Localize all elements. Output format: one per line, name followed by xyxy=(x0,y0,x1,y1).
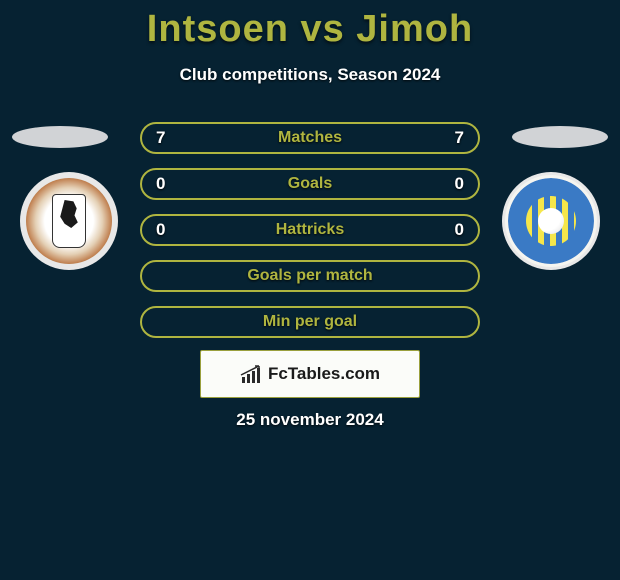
player-right-photo-placeholder xyxy=(512,126,608,148)
stat-left-value: 7 xyxy=(156,128,176,148)
club-badge-right xyxy=(502,172,600,270)
page-title: Intsoen vs Jimoh xyxy=(0,0,620,51)
stat-right-value: 7 xyxy=(444,128,464,148)
stat-row-goals-per-match: Goals per match xyxy=(140,260,480,292)
stat-label: Matches xyxy=(142,129,478,147)
stat-label: Hattricks xyxy=(142,221,478,239)
club-badge-left xyxy=(20,172,118,270)
stat-row-hattricks: 0 Hattricks 0 xyxy=(140,214,480,246)
stat-row-goals: 0 Goals 0 xyxy=(140,168,480,200)
stat-left-value: 0 xyxy=(156,220,176,240)
branding-box[interactable]: FcTables.com xyxy=(200,350,420,398)
stat-label: Goals per match xyxy=(142,267,478,285)
stat-left-value: 0 xyxy=(156,174,176,194)
stat-right-value: 0 xyxy=(444,174,464,194)
stat-right-value: 0 xyxy=(444,220,464,240)
bar-chart-icon xyxy=(240,365,262,383)
subtitle: Club competitions, Season 2024 xyxy=(0,65,620,85)
player-left-photo-placeholder xyxy=(12,126,108,148)
stat-label: Goals xyxy=(142,175,478,193)
stats-container: 7 Matches 7 0 Goals 0 0 Hattricks 0 Goal… xyxy=(140,122,480,352)
stat-row-min-per-goal: Min per goal xyxy=(140,306,480,338)
stat-label: Min per goal xyxy=(142,313,478,331)
stat-row-matches: 7 Matches 7 xyxy=(140,122,480,154)
branding-text: FcTables.com xyxy=(268,364,380,384)
date-label: 25 november 2024 xyxy=(0,410,620,430)
